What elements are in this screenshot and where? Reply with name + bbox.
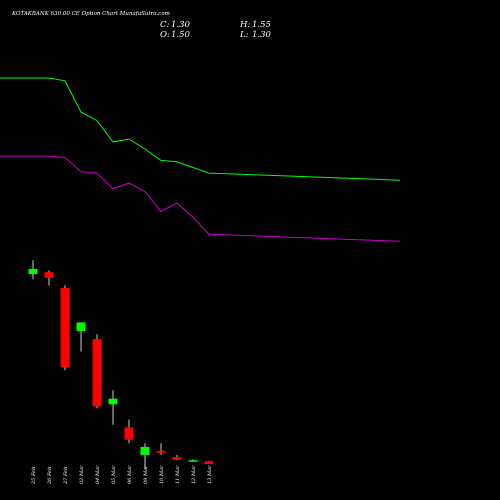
high-value: 1.55 <box>252 20 271 30</box>
low-label: L: <box>239 30 249 40</box>
x-tick-label: 06 Mar <box>127 465 133 484</box>
x-tick-label: 25 Feb <box>31 467 37 485</box>
moving-average-lines <box>0 77 401 242</box>
high-label: H: <box>239 20 250 30</box>
candle <box>140 443 150 470</box>
candle-body <box>172 457 182 460</box>
candle-body <box>108 398 118 405</box>
candle-body <box>124 427 134 440</box>
candle <box>28 260 38 280</box>
low-value: 1.30 <box>252 30 272 40</box>
x-tick-label: 05 Mar <box>111 465 117 484</box>
chart-title: KOTAKBANK 630.00 CE Option Chart MunafaS… <box>11 11 170 17</box>
candle-body <box>44 272 54 278</box>
candle-body <box>188 460 198 462</box>
candle-body <box>28 268 38 275</box>
candle <box>44 270 54 286</box>
candle-body <box>92 339 102 407</box>
candle <box>92 334 102 409</box>
x-tick-label: 13 Mar <box>207 465 213 484</box>
x-tick-label: 10 Mar <box>159 465 165 484</box>
x-tick-label: 26 Feb <box>47 467 53 485</box>
ohlc-readout: C: 1.30 H: 1.55 O: 1.50 L: 1.30 <box>160 20 272 40</box>
open-label: O: <box>160 30 170 40</box>
x-tick-label: 09 Mar <box>143 465 149 484</box>
x-tick-label: 27 Feb <box>63 467 69 485</box>
candle-body <box>140 446 150 455</box>
close-label: C: <box>160 20 170 30</box>
candles <box>28 260 214 470</box>
x-tick-label: 12 Mar <box>191 465 197 484</box>
candle <box>60 285 70 371</box>
line-series-1 <box>0 155 401 242</box>
open-value: 1.50 <box>171 30 191 40</box>
close-value: 1.30 <box>171 20 191 30</box>
candle <box>172 454 182 461</box>
x-tick-label: 02 Mar <box>79 465 85 484</box>
candle <box>76 322 86 352</box>
candle <box>188 459 198 462</box>
candle-body <box>76 322 86 332</box>
candle <box>156 443 166 455</box>
candle <box>108 390 118 425</box>
candle <box>124 419 134 444</box>
line-series-0 <box>0 77 401 181</box>
x-axis-labels: 25 Feb 26 Feb 27 Feb 02 Mar 04 Mar 05 Mar 06 M… <box>31 465 213 485</box>
candle-body <box>204 461 214 465</box>
x-tick-label: 11 Mar <box>175 465 181 484</box>
candle-body <box>156 450 166 453</box>
x-tick-label: 04 Mar <box>95 465 101 484</box>
candle <box>204 460 214 465</box>
candle-body <box>60 288 70 367</box>
